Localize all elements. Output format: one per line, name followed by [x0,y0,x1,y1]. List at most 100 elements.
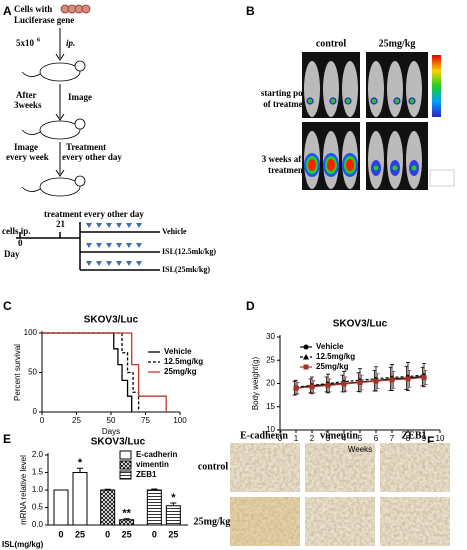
mouse [21,175,86,197]
y-tick-label: 20 [266,379,275,388]
text: 6 [37,37,40,43]
error-bar [104,488,111,490]
panel-f: F E-cadherin vimentin ZEB1 control 25mg/… [194,430,450,546]
column-label: vimentin [320,430,358,441]
survival-line [42,332,167,412]
error-bar [123,518,130,520]
legend-label: E-cadherin [136,450,177,459]
panel-label: D [246,299,255,313]
marker [357,380,363,386]
marker [421,374,427,380]
x-tick-label: 9 [422,434,427,443]
group-label: ISL(25mk/kg) [162,265,210,274]
panel-label: C [3,299,12,313]
legend-label: ZEB1 [136,470,157,479]
arrow-head [55,53,65,61]
panel-b: B control 25mg/kg starting point of trea… [246,4,455,190]
x-tick-label: 25 [122,529,132,539]
panel-label: B [246,4,255,18]
y-axis-label: Percent survival [13,344,22,401]
x-tick-label: 5 [358,434,363,443]
bar [165,505,181,526]
x-tick-label: 1 [294,434,299,443]
mouse-body [406,61,422,117]
series-line [295,374,425,388]
x-tick-label: 100 [173,416,187,425]
row-label: control [198,461,229,472]
tile-texture [380,497,450,546]
row-label: of treatment [263,99,311,109]
legend-label: 25mg/kg [316,362,349,371]
signal [370,97,378,105]
x-tick-label: 75 [141,416,150,425]
arrow-head [55,113,65,121]
marker [341,381,347,387]
text: ip. [66,38,75,48]
signal [392,165,398,171]
significance: ** [122,508,131,520]
x-axis-label: Days [102,427,120,436]
legend-label: 12.5mg/kg [316,352,355,361]
signal [306,97,314,105]
text: Day [4,249,20,259]
arrow-head [55,169,65,177]
bar [53,489,69,526]
column-label: control [316,38,347,49]
bar [100,489,116,526]
text: After [16,90,36,100]
panel-label: A [3,4,12,18]
row-label: 25mg/kg [194,516,231,527]
tile-texture [305,443,375,492]
marker [303,364,309,370]
survival-line [42,332,140,412]
marker [309,384,315,390]
significance: * [171,492,176,504]
x-tick-label: 3 [326,434,331,443]
column-label: 25mg/kg [379,38,416,49]
signal [308,159,316,171]
x-tick-label: 25 [168,529,178,539]
row-label: treatment [268,165,306,175]
survival-line [42,332,133,412]
marker [373,378,379,384]
error-bar [151,488,158,490]
legend-label: 25mg/kg [164,367,197,376]
x-tick-label: 50 [107,416,116,425]
signal [373,165,379,171]
x-tick-label: 25 [72,416,81,425]
x-tick-label: 0 [40,416,45,425]
y-axis-label: Body weight(g) [251,356,260,410]
row-label: 3 weeks after [262,154,312,164]
chart-title: SKOV3/Luc [91,437,146,448]
scale-info [429,169,455,187]
signal [346,159,354,171]
mouse [21,118,86,140]
y-tick-label: 1.0 [32,485,44,494]
x-tick-label: 0 [278,434,283,443]
tile-texture [380,443,450,492]
text: Luciferase gene [14,15,74,25]
y-tick-label: 15 [266,402,275,411]
text: 5x10 [16,38,35,48]
text: 0 [18,238,23,248]
signal [327,159,335,171]
imaging-photos [302,52,428,190]
cells-icon [60,4,91,14]
mouse [21,60,86,82]
mouse-body [368,61,384,117]
marker [325,382,331,388]
panel-a: A Cells with Luciferase gene 5x10 6 ip. … [2,4,216,274]
legend-key [119,470,132,480]
y-tick-label: 50 [28,368,37,377]
significance: * [78,457,83,469]
bar [72,472,88,526]
legend-key [119,450,132,460]
x-tick-label: 4 [342,434,347,443]
histology-images [230,443,450,546]
y-tick-label: 10 [266,425,275,434]
y-tick-label: 0 [33,407,38,416]
x-tick-label: 8 [406,434,411,443]
text: Cells with [14,4,52,14]
x-axis-label: Weeks [348,445,372,454]
group-label: ISL(12.5mk/kg) [162,247,216,256]
